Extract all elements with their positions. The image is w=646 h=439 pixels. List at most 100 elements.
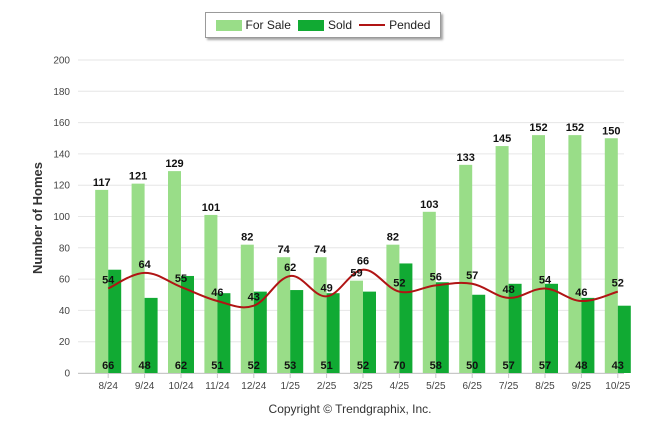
for-sale-value-label: 129 [165, 158, 183, 170]
x-tick-label: 4/25 [390, 381, 410, 392]
bar-for-sale [168, 171, 181, 373]
x-tick-label: 9/24 [135, 381, 155, 392]
bar-sold [217, 293, 231, 373]
for-sale-value-label: 145 [493, 133, 511, 145]
label-layer: 117 66 54 121 48 64 129 62 55 101 51 46 82 52 43 74 53 62… [93, 122, 624, 372]
sold-value-label: 57 [502, 360, 514, 372]
legend-item-sold[interactable]: Sold [297, 18, 352, 32]
sold-value-label: 62 [175, 360, 187, 372]
for-sale-value-label: 74 [278, 244, 291, 256]
sold-value-label: 58 [430, 360, 442, 372]
legend-label-for-sale: For Sale [245, 18, 291, 32]
pended-value-label: 49 [320, 282, 332, 294]
pended-line [107, 268, 619, 309]
sold-value-label: 48 [138, 360, 150, 372]
pended-value-label: 56 [430, 271, 442, 283]
bar-sold [144, 297, 158, 373]
pended-value-label: 52 [393, 278, 405, 290]
x-tick-label: 10/25 [605, 381, 630, 392]
bar-sold [363, 291, 376, 373]
y-tick-label: 80 [59, 243, 71, 254]
y-tick-label: 200 [53, 56, 70, 67]
pended-value-label: 43 [248, 292, 260, 304]
bar-for-sale [277, 257, 291, 373]
x-tick-label: 7/25 [499, 381, 519, 392]
legend: For Sale Sold Pended [205, 12, 441, 38]
y-tick-label: 40 [59, 306, 71, 317]
bar-sold [617, 305, 631, 373]
bar-sold [435, 282, 449, 373]
x-tick-label: 1/25 [280, 381, 300, 392]
pended-value-label: 54 [102, 274, 115, 286]
for-sale-value-label: 59 [350, 268, 362, 280]
x-tick-label: 8/25 [535, 381, 555, 392]
y-tick-label: 0 [64, 369, 70, 380]
sold-value-label: 50 [466, 360, 478, 372]
x-tick-label: 11/24 [205, 381, 230, 392]
x-tick-label: 12/24 [241, 381, 266, 392]
bar-layer [95, 135, 631, 373]
sold-value-label: 51 [320, 360, 332, 372]
bar-for-sale [131, 183, 145, 373]
pended-value-label: 54 [539, 274, 552, 286]
bar-for-sale [386, 244, 400, 373]
for-sale-value-label: 121 [129, 171, 147, 183]
sold-value-label: 51 [211, 360, 223, 372]
x-tick-label: 5/25 [426, 381, 446, 392]
y-tick-label: 180 [53, 87, 70, 98]
bar-for-sale [568, 135, 582, 373]
sold-value-label: 53 [284, 360, 296, 372]
y-axis-label: Number of Homes [30, 162, 45, 274]
bar-sold [508, 283, 522, 373]
sold-value-label: 52 [248, 360, 260, 372]
bar-for-sale [459, 164, 473, 373]
for-sale-value-label: 103 [420, 199, 438, 211]
x-tick-label: 8/24 [98, 381, 118, 392]
sold-value-label: 43 [612, 360, 624, 372]
pended-value-label: 57 [466, 270, 478, 282]
for-sale-value-label: 117 [93, 177, 111, 189]
pended-value-label: 48 [502, 284, 514, 296]
sold-value-label: 48 [575, 360, 587, 372]
pended-value-label: 52 [612, 278, 624, 290]
legend-label-pended: Pended [389, 18, 431, 32]
bar-sold [108, 269, 122, 373]
for-sale-value-label: 150 [602, 125, 620, 137]
legend-item-pended[interactable]: Pended [359, 18, 430, 32]
y-tick-label: 60 [59, 275, 71, 286]
bar-sold [253, 291, 267, 373]
for-sale-value-label: 82 [241, 232, 253, 244]
y-tick-label: 120 [53, 181, 70, 192]
bar-sold [581, 297, 595, 373]
pended-value-label: 64 [138, 259, 151, 271]
x-tick-label: 3/25 [353, 381, 373, 392]
for-sale-value-label: 82 [387, 232, 399, 244]
bar-for-sale [350, 280, 363, 373]
sold-value-label: 70 [393, 360, 405, 372]
x-tick-label: 2/25 [317, 381, 337, 392]
legend-item-for-sale[interactable]: For Sale [215, 18, 291, 32]
pended-value-label: 46 [575, 287, 587, 299]
line-layer [107, 268, 619, 309]
bar-sold [545, 283, 558, 373]
bar-for-sale [240, 244, 254, 373]
for-sale-value-label: 152 [529, 122, 547, 134]
x-tick-label: 6/25 [462, 381, 482, 392]
axis-layer: 0 20 40 60 80 100 120 140 160 180 200 8/24 9/24 10/24… [53, 56, 630, 393]
legend-label-sold: Sold [327, 18, 352, 32]
pended-line-icon [359, 24, 386, 26]
pended-value-label: 46 [211, 287, 223, 299]
bar-for-sale [95, 189, 109, 373]
pended-value-label: 55 [175, 273, 187, 285]
for-sale-value-label: 74 [314, 244, 327, 256]
copyright-text: Copyright © Trendgraphix, Inc. [269, 402, 432, 416]
for-sale-value-label: 152 [566, 122, 584, 134]
for-sale-value-label: 101 [202, 202, 220, 214]
bar-for-sale [422, 211, 436, 373]
bar-for-sale [495, 146, 509, 373]
pended-value-label: 66 [357, 256, 369, 268]
bar-sold [472, 294, 486, 373]
for-sale-value-label: 133 [457, 152, 475, 164]
y-tick-label: 20 [59, 337, 71, 348]
